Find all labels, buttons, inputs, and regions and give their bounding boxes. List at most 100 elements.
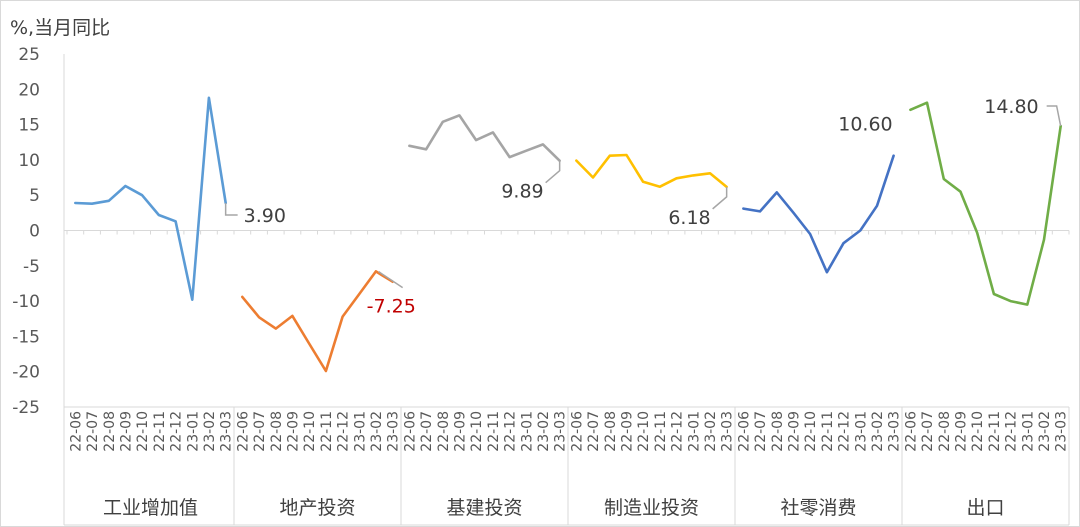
group-label: 地产投资 — [279, 497, 355, 519]
x-tick-label: 23-01 — [185, 411, 201, 452]
x-tick-label: 22-10 — [803, 411, 819, 452]
x-tick-label: 22-10 — [302, 411, 318, 452]
x-tick-label: 22-12 — [503, 411, 519, 452]
x-tick-label: 22-07 — [920, 411, 936, 452]
leader-line — [378, 271, 404, 289]
y-tick-label: -25 — [12, 398, 40, 418]
group-label: 出口 — [966, 497, 1004, 519]
x-tick-label: 23-01 — [519, 411, 535, 452]
y-tick-label: 0 — [29, 222, 40, 242]
y-tick-label: 20 — [18, 80, 40, 100]
x-tick-label: 22-08 — [937, 411, 953, 452]
x-tick-label: 22-09 — [786, 411, 802, 452]
data-labels: 3.90 -7.25 9.89 6.18 10.60 14.80 — [224, 96, 1062, 318]
series-lines — [74, 96, 1062, 373]
series-line — [408, 114, 561, 162]
x-tick-label: 22-11 — [486, 411, 502, 452]
x-tick-label: 22-09 — [953, 411, 969, 452]
leader-line — [545, 160, 561, 184]
y-tick-label: 25 — [18, 45, 40, 65]
x-tick-label: 22-08 — [436, 411, 452, 452]
x-tick-label: 22-09 — [452, 411, 468, 452]
group-label: 社零消费 — [780, 497, 856, 519]
x-tick-label: 22-07 — [85, 411, 101, 452]
data-label: 3.90 — [244, 205, 286, 227]
y-tick-label: -5 — [23, 257, 40, 277]
series-line — [575, 153, 728, 189]
data-label: 14.80 — [984, 96, 1038, 118]
x-tick-label: 22-08 — [603, 411, 619, 452]
data-label: 9.89 — [501, 181, 543, 203]
x-tick-label: 22-12 — [336, 411, 352, 452]
x-tick-label: 22-10 — [970, 411, 986, 452]
x-tick-label: 23-01 — [352, 411, 368, 452]
data-label: -7.25 — [367, 296, 416, 318]
series-line — [909, 101, 1062, 306]
x-tick-label: 22-06 — [736, 411, 752, 452]
x-tick-label: 22-10 — [135, 411, 151, 452]
x-tick-label: 22-12 — [1004, 411, 1020, 452]
x-tick-label: 23-03 — [720, 411, 736, 452]
x-tick-label: 23-01 — [686, 411, 702, 452]
x-tick-label: 23-03 — [553, 411, 569, 452]
x-tick-label: 22-07 — [252, 411, 268, 452]
y-tick-label: 5 — [29, 186, 40, 206]
x-tick-label: 22-09 — [285, 411, 301, 452]
leader-line — [1046, 105, 1062, 127]
x-tick-label: 22-06 — [903, 411, 919, 452]
series-line — [742, 154, 895, 274]
x-tick-label: 22-07 — [753, 411, 769, 452]
leader-line — [712, 186, 728, 210]
group-label: 基建投资 — [446, 497, 522, 519]
x-tick-label: 23-01 — [853, 411, 869, 452]
group-label: 制造业投资 — [604, 497, 699, 519]
data-label: 10.60 — [838, 114, 892, 136]
group-labels: 工业增加值 地产投资 基建投资 制造业投资 社零消费 出口 — [103, 497, 1005, 519]
x-tick-label: 22-07 — [419, 411, 435, 452]
y-tick-label: -20 — [12, 363, 40, 383]
x-tick-label: 22-07 — [586, 411, 602, 452]
x-tick-label: 22-09 — [619, 411, 635, 452]
x-tick-label: 23-03 — [219, 411, 235, 452]
x-tick-label: 23-02 — [536, 411, 552, 452]
y-tick-label: 10 — [18, 151, 40, 171]
x-tick-label: 22-06 — [68, 411, 84, 452]
x-tick-label: 22-11 — [152, 411, 168, 452]
x-tick-label: 22-08 — [770, 411, 786, 452]
x-tick-label: 23-02 — [870, 411, 886, 452]
x-tick-labels: 22-06 22-07 22-08 22-09 22-10 22-11 22-12 23-01… — [68, 411, 1069, 452]
x-tick-label: 22-10 — [636, 411, 652, 452]
group-label: 工业增加值 — [103, 497, 198, 519]
y-tick-labels: 25 20 15 10 5 0 -5 -10 -15 -20 -25 — [12, 45, 40, 418]
x-tick-label: 22-11 — [319, 411, 335, 452]
y-tick-label: 15 — [18, 116, 40, 136]
x-tick-label: 22-11 — [987, 411, 1003, 452]
x-tick-label: 23-01 — [1020, 411, 1036, 452]
leader-line — [224, 202, 238, 216]
axes — [63, 54, 1070, 526]
x-tick-label: 22-06 — [569, 411, 585, 452]
x-tick-label: 23-02 — [703, 411, 719, 452]
x-tick-label: 23-03 — [1054, 411, 1070, 452]
x-tick-label: 22-10 — [469, 411, 485, 452]
x-tick-label: 22-06 — [402, 411, 418, 452]
x-tick-label: 22-11 — [820, 411, 836, 452]
data-label: 6.18 — [668, 207, 710, 229]
x-tick-label: 23-02 — [369, 411, 385, 452]
x-tick-label: 22-12 — [670, 411, 686, 452]
x-tick-label: 22-08 — [269, 411, 285, 452]
x-tick-label: 23-03 — [386, 411, 402, 452]
x-tick-label: 22-12 — [169, 411, 185, 452]
x-tick-label: 23-03 — [887, 411, 903, 452]
series-line — [74, 96, 227, 302]
x-tick-label: 22-12 — [837, 411, 853, 452]
y-axis-unit-label: %,当月同比 — [10, 17, 110, 39]
y-tick-label: -10 — [12, 292, 40, 312]
x-tick-label: 22-06 — [235, 411, 251, 452]
x-tick-label: 22-09 — [118, 411, 134, 452]
x-tick-label: 22-11 — [653, 411, 669, 452]
x-tick-label: 23-02 — [1037, 411, 1053, 452]
